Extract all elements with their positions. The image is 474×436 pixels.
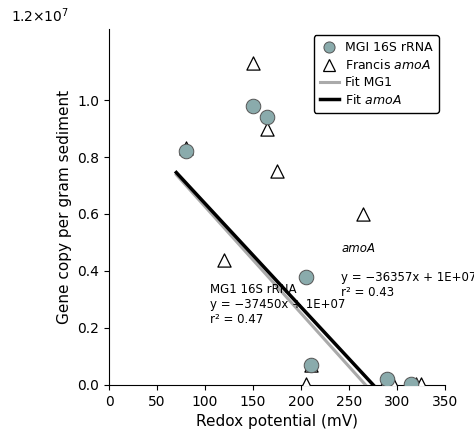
- Point: [249, 60, 257, 67]
- Point: [249, 102, 257, 109]
- Y-axis label: Gene copy per gram sediment: Gene copy per gram sediment: [57, 90, 72, 324]
- Text: y = −36357x + 1E+07
r² = 0.43: y = −36357x + 1E+07 r² = 0.43: [341, 271, 474, 299]
- Point: [302, 381, 310, 388]
- Point: [383, 375, 391, 382]
- Legend: MGI 16S rRNA, Francis $amoA$, Fit MG1, Fit $amoA$: MGI 16S rRNA, Francis $amoA$, Fit MG1, F…: [314, 35, 439, 113]
- Text: MG1 16S rRNA
y = −37450x + 1E+07
r² = 0.47: MG1 16S rRNA y = −37450x + 1E+07 r² = 0.…: [210, 283, 345, 327]
- Point: [360, 211, 367, 218]
- Point: [220, 256, 228, 263]
- Point: [383, 375, 391, 382]
- Point: [182, 145, 190, 152]
- Point: [273, 168, 281, 175]
- Point: [389, 378, 396, 385]
- Point: [408, 381, 415, 388]
- Point: [307, 361, 314, 368]
- Point: [182, 148, 190, 155]
- Point: [264, 114, 271, 121]
- Point: [417, 381, 425, 388]
- Point: [302, 273, 310, 280]
- Text: amoA: amoA: [341, 242, 375, 255]
- Point: [307, 361, 314, 368]
- Point: [264, 125, 271, 132]
- X-axis label: Redox potential (mV): Redox potential (mV): [196, 414, 358, 429]
- Text: 1.2×10$^7$: 1.2×10$^7$: [11, 7, 69, 25]
- Point: [412, 381, 420, 388]
